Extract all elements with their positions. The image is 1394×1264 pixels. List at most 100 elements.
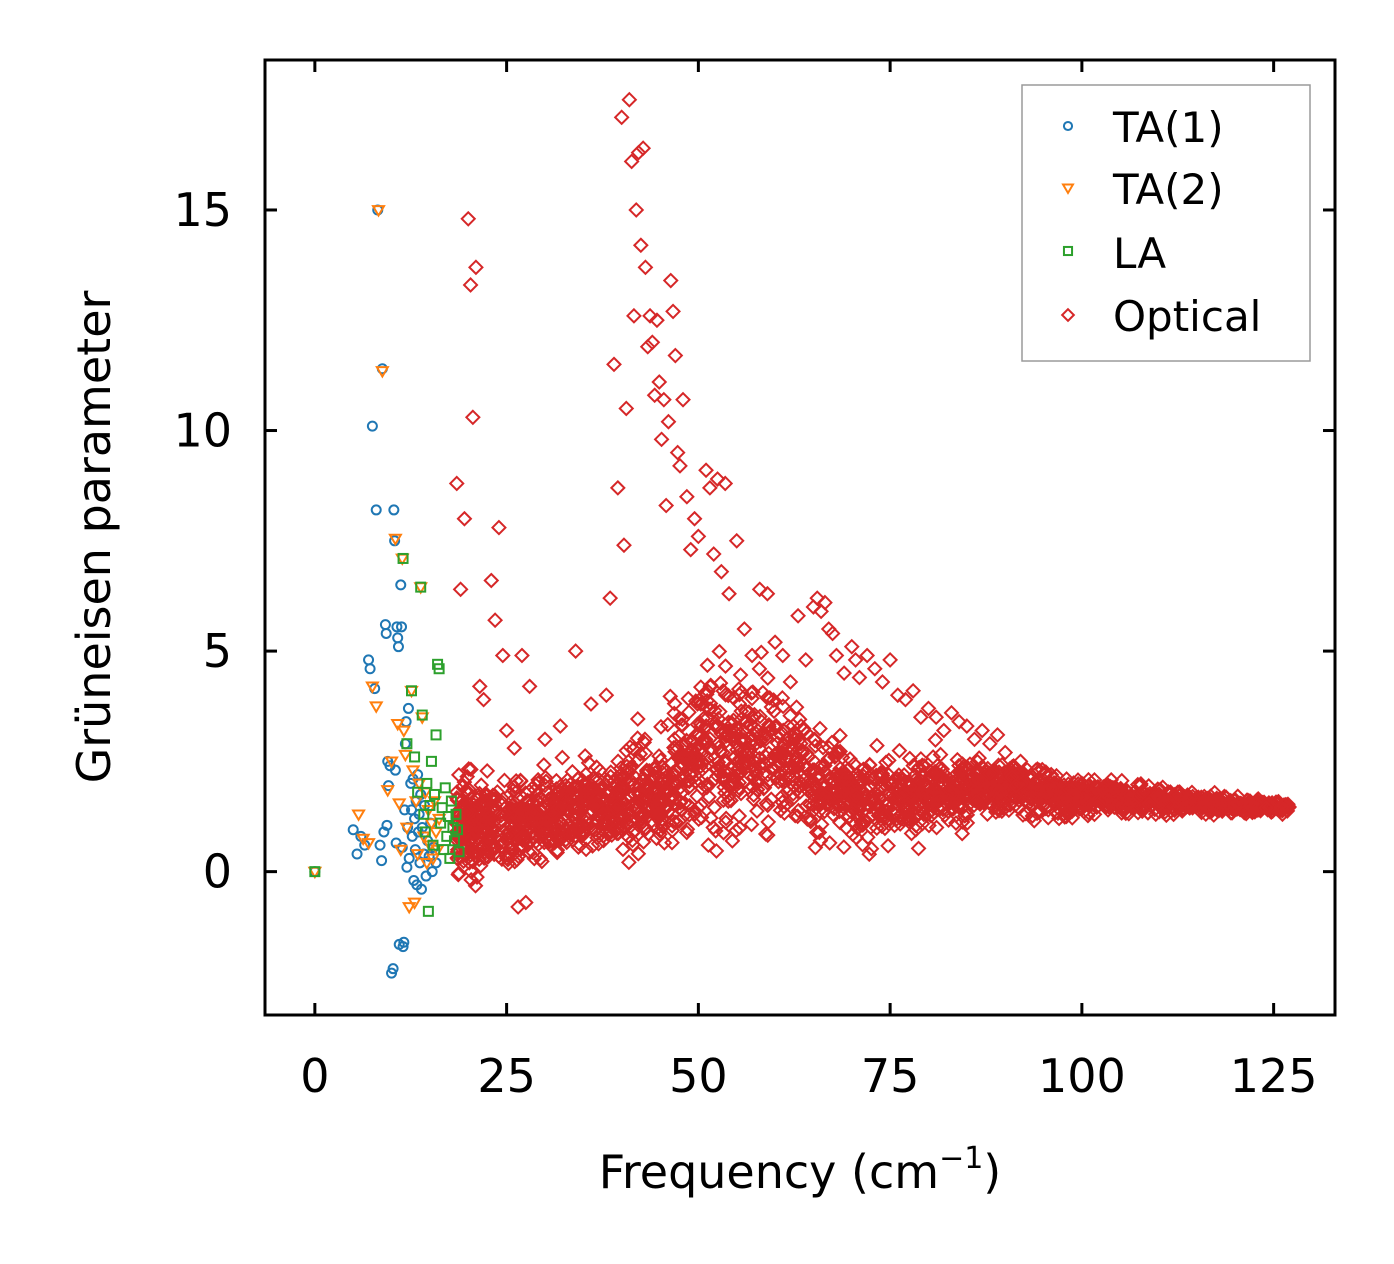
optical-cloud-point: [954, 825, 971, 842]
optical-cloud-point: [727, 724, 744, 741]
optical-cloud-point: [618, 758, 635, 775]
point-optical: [751, 581, 768, 598]
optical-cloud-point: [885, 789, 902, 806]
optical-cloud-point: [460, 833, 477, 850]
optical-cloud-point: [1199, 792, 1216, 809]
point-la: [424, 799, 436, 811]
point-optical: [483, 572, 500, 589]
optical-cloud-point: [835, 796, 852, 813]
optical-cloud-point: [956, 807, 973, 824]
point-la: [435, 817, 447, 829]
point-ta2: [371, 205, 386, 218]
optical-cloud-point: [765, 692, 782, 709]
optical-cloud-point: [815, 786, 832, 803]
point-ta1: [403, 852, 415, 864]
point-ta1: [351, 848, 363, 860]
point-la: [309, 866, 321, 878]
optical-cloud-point: [498, 827, 515, 844]
optical-cloud-point: [1037, 800, 1054, 817]
optical-cloud-point: [540, 791, 557, 808]
optical-cloud-point: [652, 822, 668, 839]
optical-cloud-point: [687, 767, 704, 784]
optical-cloud-point: [573, 804, 590, 820]
axis-ticks: [265, 60, 1335, 1015]
point-ta1: [426, 866, 438, 878]
optical-cloud-point: [1279, 803, 1296, 819]
point-la: [397, 552, 409, 564]
optical-cloud-point: [451, 865, 467, 882]
optical-cloud-point: [880, 767, 897, 783]
optical-cloud-point: [926, 781, 943, 798]
optical-cloud-point: [802, 813, 819, 830]
point-optical: [782, 674, 799, 690]
optical-cloud-point: [869, 737, 885, 754]
optical-cloud-point: [530, 774, 547, 791]
optical-cloud-point: [788, 699, 805, 716]
optical-cloud-point: [1118, 797, 1135, 814]
point-optical: [606, 356, 622, 373]
point-optical: [537, 731, 553, 748]
optical-cloud-point: [759, 797, 776, 814]
point-optical: [690, 528, 707, 545]
point-ta1: [387, 963, 399, 975]
optical-cloud-point: [690, 811, 707, 828]
optical-cloud-point: [815, 759, 831, 775]
optical-cloud-point: [900, 810, 917, 827]
point-optical: [635, 140, 652, 157]
optical-cloud-point: [563, 814, 579, 831]
point-optical: [660, 413, 677, 430]
optical-cloud-point: [730, 681, 747, 698]
optical-cloud-point: [479, 849, 496, 865]
optical-cloud-point: [476, 850, 493, 866]
optical-cloud-point: [882, 775, 899, 792]
optical-cloud-point: [954, 756, 971, 772]
optical-cloud-point: [666, 705, 683, 722]
legend-label-la: LA: [1113, 229, 1166, 278]
optical-cloud-point: [775, 698, 792, 715]
optical-cloud-point: [610, 753, 627, 770]
optical-cloud-point: [849, 770, 866, 787]
optical-cloud-point: [712, 742, 729, 759]
point-optical: [487, 612, 504, 629]
optical-cloud-point: [1140, 796, 1157, 812]
legend-marker-la: [1062, 245, 1074, 257]
point-optical: [1181, 793, 1198, 809]
optical-cloud-point: [786, 778, 803, 795]
optical-cloud-point: [838, 819, 855, 836]
optical-cloud-point: [498, 846, 515, 863]
optical-cloud-point: [674, 711, 691, 728]
x-tick-label: 50: [669, 1049, 728, 1103]
optical-cloud-point: [832, 797, 848, 814]
x-axis-title-superscript: −1: [939, 1141, 983, 1176]
optical-cloud-point: [701, 788, 717, 805]
point-optical: [847, 651, 864, 668]
optical-cloud-point: [681, 766, 698, 783]
point-la: [412, 786, 424, 798]
optical-cloud-point: [717, 686, 734, 703]
optical-cloud-point: [501, 846, 518, 862]
optical-cloud-point: [973, 772, 989, 789]
optical-cloud-point: [861, 770, 878, 786]
optical-cloud-point: [557, 831, 574, 848]
optical-cloud-point: [620, 854, 637, 871]
optical-cloud-point: [823, 734, 840, 751]
optical-cloud-point: [693, 797, 709, 813]
point-optical: [728, 532, 745, 549]
point-optical: [1166, 788, 1182, 805]
point-optical: [997, 744, 1014, 761]
optical-cloud-point: [880, 837, 897, 854]
point-ta1: [389, 764, 401, 776]
optical-cloud-point: [689, 696, 706, 712]
optical-cloud-point: [815, 776, 832, 792]
x-axis-title-close: ): [983, 1145, 1001, 1199]
point-optical: [642, 307, 658, 324]
optical-cloud-point: [689, 716, 706, 733]
optical-cloud-point: [625, 767, 642, 784]
optical-cloud-point: [622, 739, 638, 755]
optical-cloud-point: [771, 765, 787, 782]
point-la: [448, 835, 460, 847]
point-optical: [951, 713, 968, 730]
point-ta2: [401, 902, 417, 915]
legend: TA(1) TA(2) LA Optical: [1021, 84, 1311, 362]
